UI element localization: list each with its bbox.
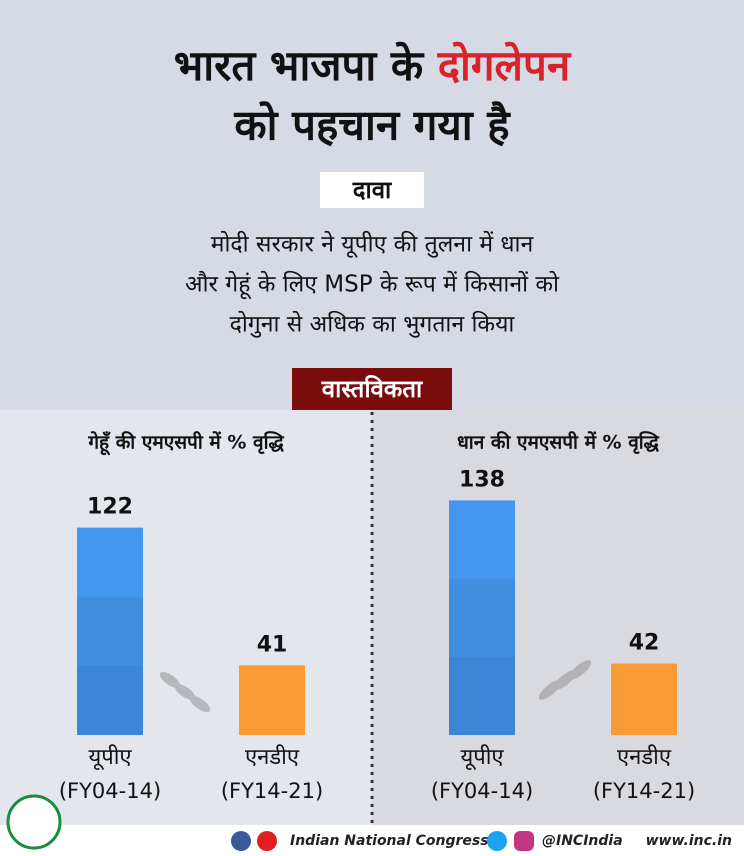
right-panel bbox=[372, 410, 744, 825]
twitter-icon[interactable] bbox=[487, 831, 507, 851]
instagram-icon[interactable] bbox=[514, 831, 534, 851]
category-label: एनडीए bbox=[617, 744, 672, 770]
category-label: एनडीए bbox=[245, 744, 300, 770]
chart-title: धान की एमएसपी में % वृद्धि bbox=[457, 431, 660, 455]
logo bbox=[6, 794, 62, 850]
claim-line: मोदी सरकार ने यूपीए की तुलना में धान bbox=[211, 231, 535, 259]
footer-org: Indian National Congress bbox=[290, 833, 489, 849]
category-label: यूपीए bbox=[460, 744, 504, 771]
value-label: 138 bbox=[459, 467, 505, 492]
bar bbox=[239, 665, 305, 735]
bar-shade bbox=[77, 665, 143, 735]
value-label: 41 bbox=[257, 632, 288, 657]
period-label: (FY04-14) bbox=[431, 779, 533, 803]
footer-site: www.inc.in bbox=[646, 833, 732, 849]
claim-line: और गेहूं के लिए MSP के रूप में किसानों क… bbox=[185, 271, 560, 300]
period-label: (FY14-21) bbox=[593, 779, 695, 803]
claim-label: दावा bbox=[352, 176, 392, 204]
footer-handle: @INCIndia bbox=[542, 833, 623, 849]
youtube-icon[interactable] bbox=[257, 831, 277, 851]
value-label: 122 bbox=[87, 495, 133, 520]
bar-shade bbox=[77, 596, 143, 666]
bar bbox=[449, 500, 515, 735]
title-highlight: दोगलेपन bbox=[437, 41, 572, 90]
bar-shade bbox=[449, 656, 515, 735]
chart-title: गेहूँ की एमएसपी में % वृद्धि bbox=[87, 431, 284, 456]
bar bbox=[77, 527, 143, 735]
bar bbox=[611, 663, 677, 735]
period-label: (FY04-14) bbox=[59, 779, 161, 803]
value-label: 42 bbox=[629, 631, 660, 656]
title-part: भारत भाजपा के bbox=[174, 41, 425, 90]
wheat-icon bbox=[159, 671, 211, 713]
reality-box bbox=[292, 368, 452, 410]
footer-bar bbox=[0, 825, 744, 856]
title-line2: को पहचान गया है bbox=[233, 101, 511, 150]
claim-line: दोगुना से अधिक का भुगतान किया bbox=[230, 311, 516, 339]
period-label: (FY14-21) bbox=[221, 779, 323, 803]
title-line1: भारत भाजपा के दोगलेपन bbox=[174, 41, 572, 90]
left-panel bbox=[0, 410, 372, 825]
facebook-icon[interactable] bbox=[231, 831, 251, 851]
bar-shade bbox=[449, 578, 515, 657]
reality-label: वास्तविकता bbox=[321, 375, 423, 403]
claim-box bbox=[320, 172, 424, 208]
wheat-icon bbox=[538, 660, 592, 700]
category-label: यूपीए bbox=[88, 744, 132, 771]
